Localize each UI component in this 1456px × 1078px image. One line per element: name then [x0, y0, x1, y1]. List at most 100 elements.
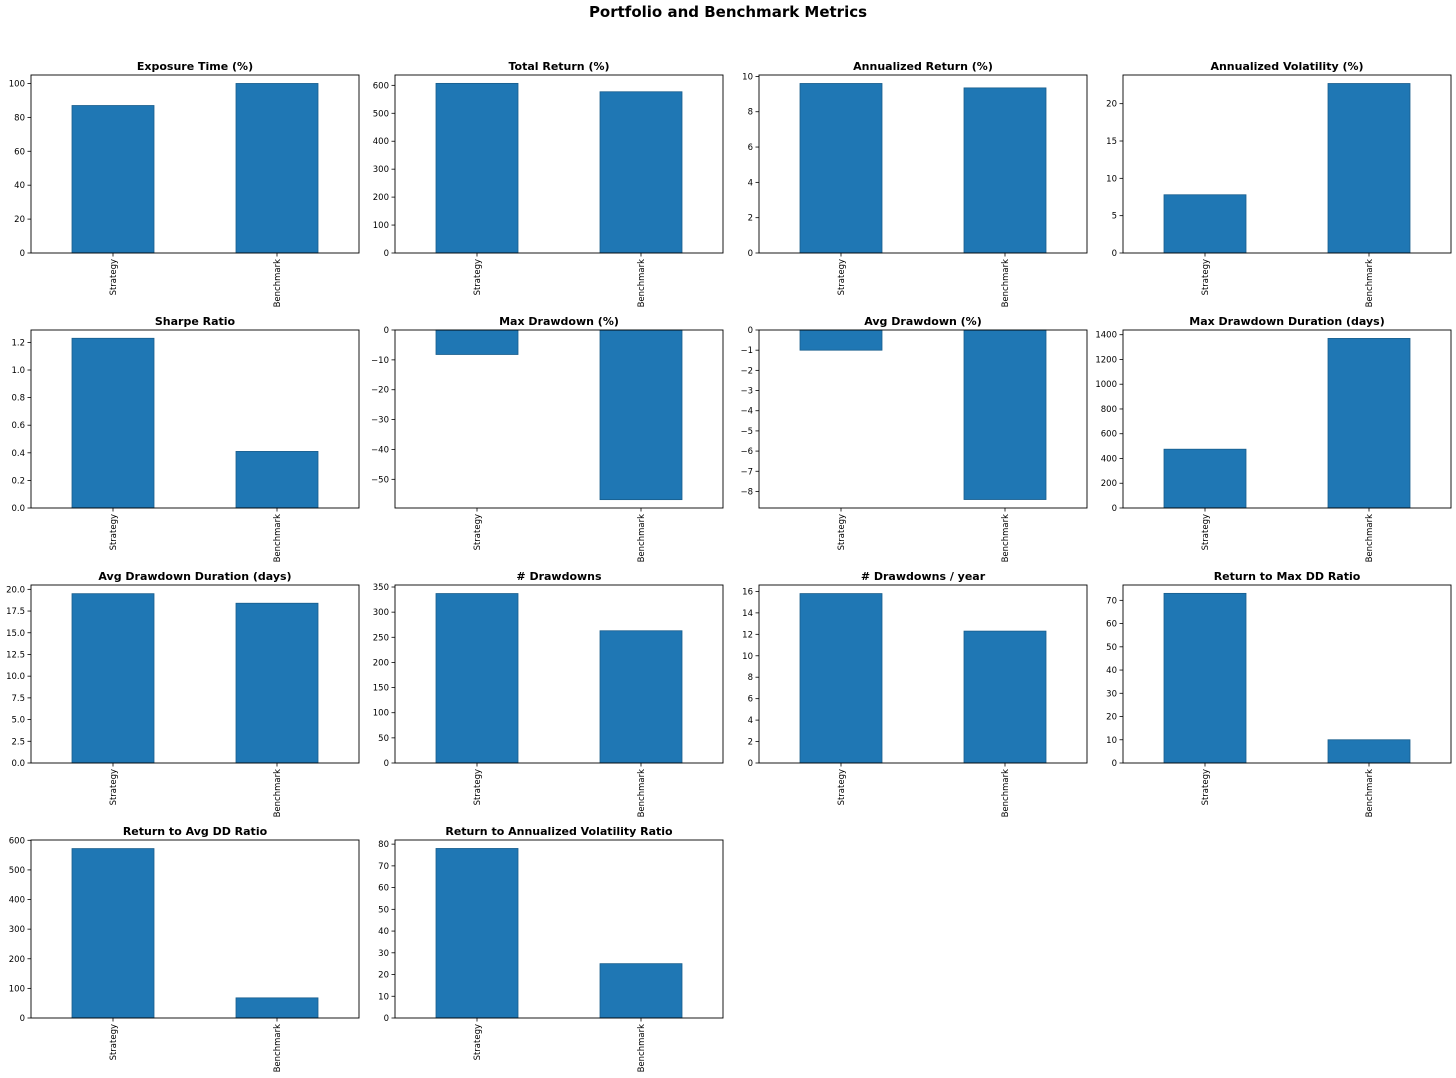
x-tick-label: Strategy [1201, 514, 1211, 550]
subplot-6: Max Drawdown (%) 0 −10 −20 −30 −40 −50 Strategy… [371, 315, 724, 562]
bar-strategy [71, 593, 155, 764]
subplot-14: Return to Annualized Volatility Ratio 0 10… [378, 825, 724, 1072]
axes-frame [1122, 329, 1452, 509]
y-tick-label: 50 [1106, 643, 1117, 653]
subplot-3: Annualized Return (%) 0 2 4 6 8 10 Strategy Benc… [742, 60, 1088, 307]
y-tick-label: −2 [740, 366, 753, 376]
subplot-title: Annualized Return (%) [853, 60, 993, 73]
y-tick-label: −4 [740, 407, 753, 417]
bar-strategy [799, 83, 883, 254]
y-tick-label: −30 [371, 416, 389, 426]
y-tick-label: 500 [9, 866, 25, 876]
x-tick-label: Benchmark [1001, 514, 1011, 562]
y-tick-label: 1000 [1095, 380, 1117, 390]
y-tick-label: 500 [373, 109, 389, 119]
y-tick-label: 0 [748, 249, 753, 259]
y-tick-label: 4 [748, 178, 753, 188]
y-tick-label: 2.5 [11, 737, 25, 747]
subplot-13: Return to Avg DD Ratio 0 100 200 300 400 500 60… [9, 825, 360, 1072]
y-tick-label: 0.8 [11, 394, 25, 404]
x-tick-label: Benchmark [1001, 769, 1011, 817]
subplot-1: Exposure Time (%) 0 20 40 60 80 100 Strategy Ben… [9, 60, 360, 307]
y-tick-label: 0.0 [11, 759, 25, 769]
y-tick-label: 10 [1106, 174, 1117, 184]
y-tick-label: 10 [1106, 736, 1117, 746]
y-tick-label: 1400 [1095, 331, 1117, 341]
y-tick-label: 800 [1101, 405, 1117, 415]
x-tick-label: Benchmark [637, 769, 647, 817]
bar-benchmark [599, 963, 683, 1019]
x-tick-label: Benchmark [637, 259, 647, 307]
x-tick-label: Strategy [109, 1024, 119, 1060]
subplot-10: # Drawdowns 0 50 100 150 200 250 300 350 Strategy… [373, 570, 724, 817]
axes-frame [394, 74, 724, 254]
y-tick-label: 70 [378, 862, 389, 872]
x-tick-label: Strategy [837, 259, 847, 295]
subplot-title: Avg Drawdown (%) [864, 315, 981, 328]
y-tick-label: 20 [378, 971, 389, 981]
y-tick-label: −8 [740, 487, 753, 497]
y-tick-label: 12 [742, 630, 753, 640]
y-tick-label: 250 [373, 633, 389, 643]
y-tick-label: 60 [378, 884, 389, 894]
x-tick-label: Strategy [473, 514, 483, 550]
x-tick-label: Strategy [109, 769, 119, 805]
subplot-title: Avg Drawdown Duration (days) [98, 570, 291, 583]
x-tick-label: Benchmark [273, 769, 283, 817]
bar-benchmark [235, 83, 319, 254]
bar-benchmark [599, 329, 683, 501]
y-tick-label: 150 [373, 684, 389, 694]
axes-frame [758, 329, 1088, 509]
y-tick-label: 6 [748, 695, 753, 705]
y-tick-label: 12.5 [6, 650, 25, 660]
x-tick-label: Strategy [1201, 259, 1211, 295]
subplot-9: Avg Drawdown Duration (days) 0.0 2.5 5.0 7.5… [6, 570, 360, 817]
y-tick-label: 0.6 [11, 421, 25, 431]
y-tick-label: 600 [373, 81, 389, 91]
y-tick-label: 10 [378, 992, 389, 1002]
y-tick-label: −6 [740, 447, 753, 457]
y-tick-label: 200 [9, 955, 25, 965]
y-tick-label: 16 [742, 587, 753, 597]
y-tick-label: 20 [1106, 100, 1117, 110]
y-tick-label: 300 [373, 608, 389, 618]
y-tick-label: −10 [371, 356, 389, 366]
y-tick-label: −40 [371, 445, 389, 455]
bar-strategy [71, 848, 155, 1019]
axes-frame [758, 74, 1088, 254]
y-tick-label: 0 [748, 326, 753, 336]
y-tick-label: 0 [384, 249, 389, 259]
bar-strategy [1163, 592, 1247, 764]
axes-frame [30, 74, 360, 254]
x-tick-label: Strategy [473, 1024, 483, 1060]
axes-frame [394, 584, 724, 764]
y-tick-label: 5.0 [11, 716, 25, 726]
y-tick-label: 300 [373, 165, 389, 175]
bar-strategy [71, 337, 155, 509]
y-tick-label: 0 [1112, 249, 1117, 259]
subplot-title: Return to Max DD Ratio [1214, 570, 1361, 583]
x-tick-label: Benchmark [1365, 259, 1375, 307]
y-tick-label: 0 [384, 759, 389, 769]
y-tick-label: 10.0 [6, 672, 25, 682]
x-tick-label: Benchmark [273, 259, 283, 307]
bar-strategy [435, 848, 519, 1019]
subplot-title: Exposure Time (%) [137, 60, 253, 73]
y-tick-label: 100 [9, 79, 25, 89]
subplot-title: # Drawdowns [516, 570, 602, 583]
y-tick-label: 100 [373, 709, 389, 719]
y-tick-label: 0 [748, 759, 753, 769]
bar-benchmark [599, 91, 683, 254]
x-tick-label: Strategy [109, 259, 119, 295]
subplot-12: Return to Max DD Ratio 0 10 20 30 40 50 60 70 Str… [1106, 570, 1452, 817]
y-tick-label: 70 [1106, 596, 1117, 606]
y-tick-label: −7 [740, 467, 753, 477]
bar-strategy [1163, 194, 1247, 254]
subplot-title: Annualized Volatility (%) [1210, 60, 1363, 73]
x-tick-label: Benchmark [273, 514, 283, 562]
y-tick-label: 15 [1106, 137, 1117, 147]
y-tick-label: 350 [373, 583, 389, 593]
y-tick-label: 6 [748, 143, 753, 153]
y-tick-label: 14 [742, 609, 753, 619]
